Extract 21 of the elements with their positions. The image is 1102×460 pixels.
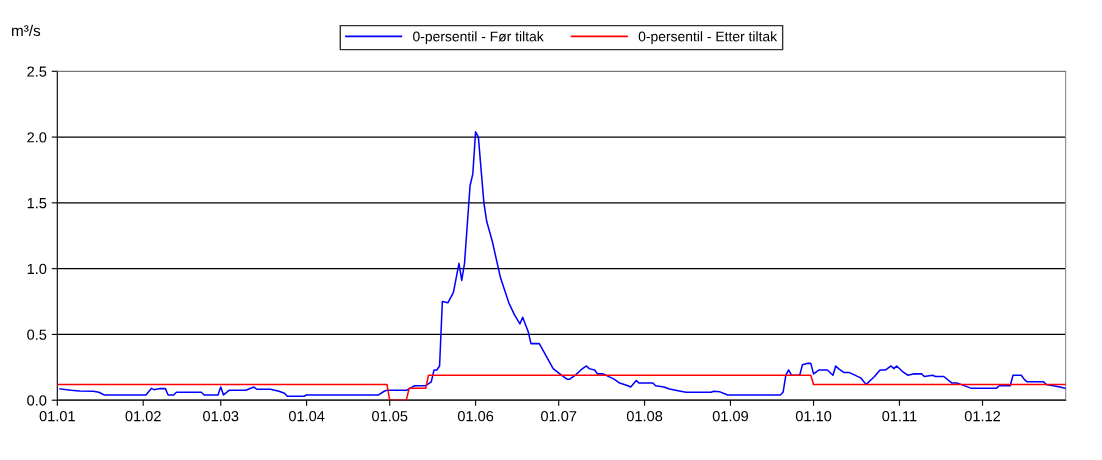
x-tick-label: 01.03 xyxy=(203,411,239,422)
legend-label: 0-persentil - Før tiltak xyxy=(413,31,544,45)
x-tick-label: 01.04 xyxy=(288,411,325,422)
x-tick-label: 01.02 xyxy=(125,411,161,422)
x-tick-label: 01.09 xyxy=(712,411,748,422)
y-tick-label: 0.0 xyxy=(27,395,47,406)
y-axis-title: m³/s xyxy=(12,24,41,37)
x-tick-label: 01.05 xyxy=(372,411,408,422)
x-tick-label: 01.01 xyxy=(39,411,75,422)
legend-label: 0-persentil - Etter tiltak xyxy=(638,31,778,45)
x-tick-label: 01.08 xyxy=(626,411,663,422)
y-tick-label: 2.5 xyxy=(27,66,47,77)
x-tick-label: 01.07 xyxy=(541,411,577,422)
y-tick-label: 1.0 xyxy=(27,263,47,275)
x-tick-label: 01.10 xyxy=(795,411,832,422)
y-tick-label: 1.5 xyxy=(27,198,47,209)
x-tick-label: 01.11 xyxy=(882,411,917,422)
x-tick-label: 01.06 xyxy=(457,411,494,422)
x-tick-label: 01.12 xyxy=(964,411,1001,422)
y-tick-label: 2.0 xyxy=(27,132,47,143)
y-tick-label: 0.5 xyxy=(27,329,47,340)
